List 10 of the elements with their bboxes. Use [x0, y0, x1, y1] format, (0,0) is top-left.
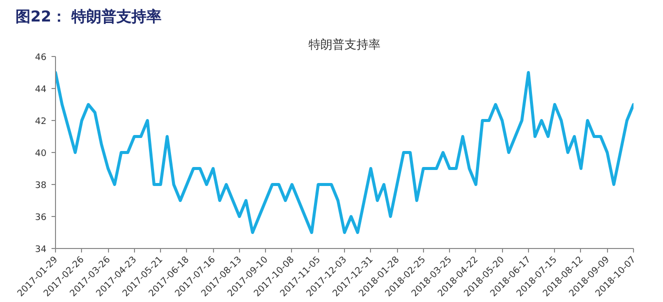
- y-tick-label: 42: [35, 117, 46, 127]
- y-tick-label: 44: [35, 85, 47, 95]
- y-tick-label: 46: [35, 53, 47, 63]
- chart-subtitle: 特朗普支持率: [308, 38, 380, 52]
- y-tick-label: 36: [35, 213, 47, 223]
- line-series: [56, 71, 634, 234]
- y-tick-label: 38: [35, 181, 47, 191]
- y-tick-label: 34: [35, 245, 47, 255]
- y-tick-label: 40: [35, 149, 47, 159]
- chart-title: 图22： 特朗普支持率: [16, 8, 162, 26]
